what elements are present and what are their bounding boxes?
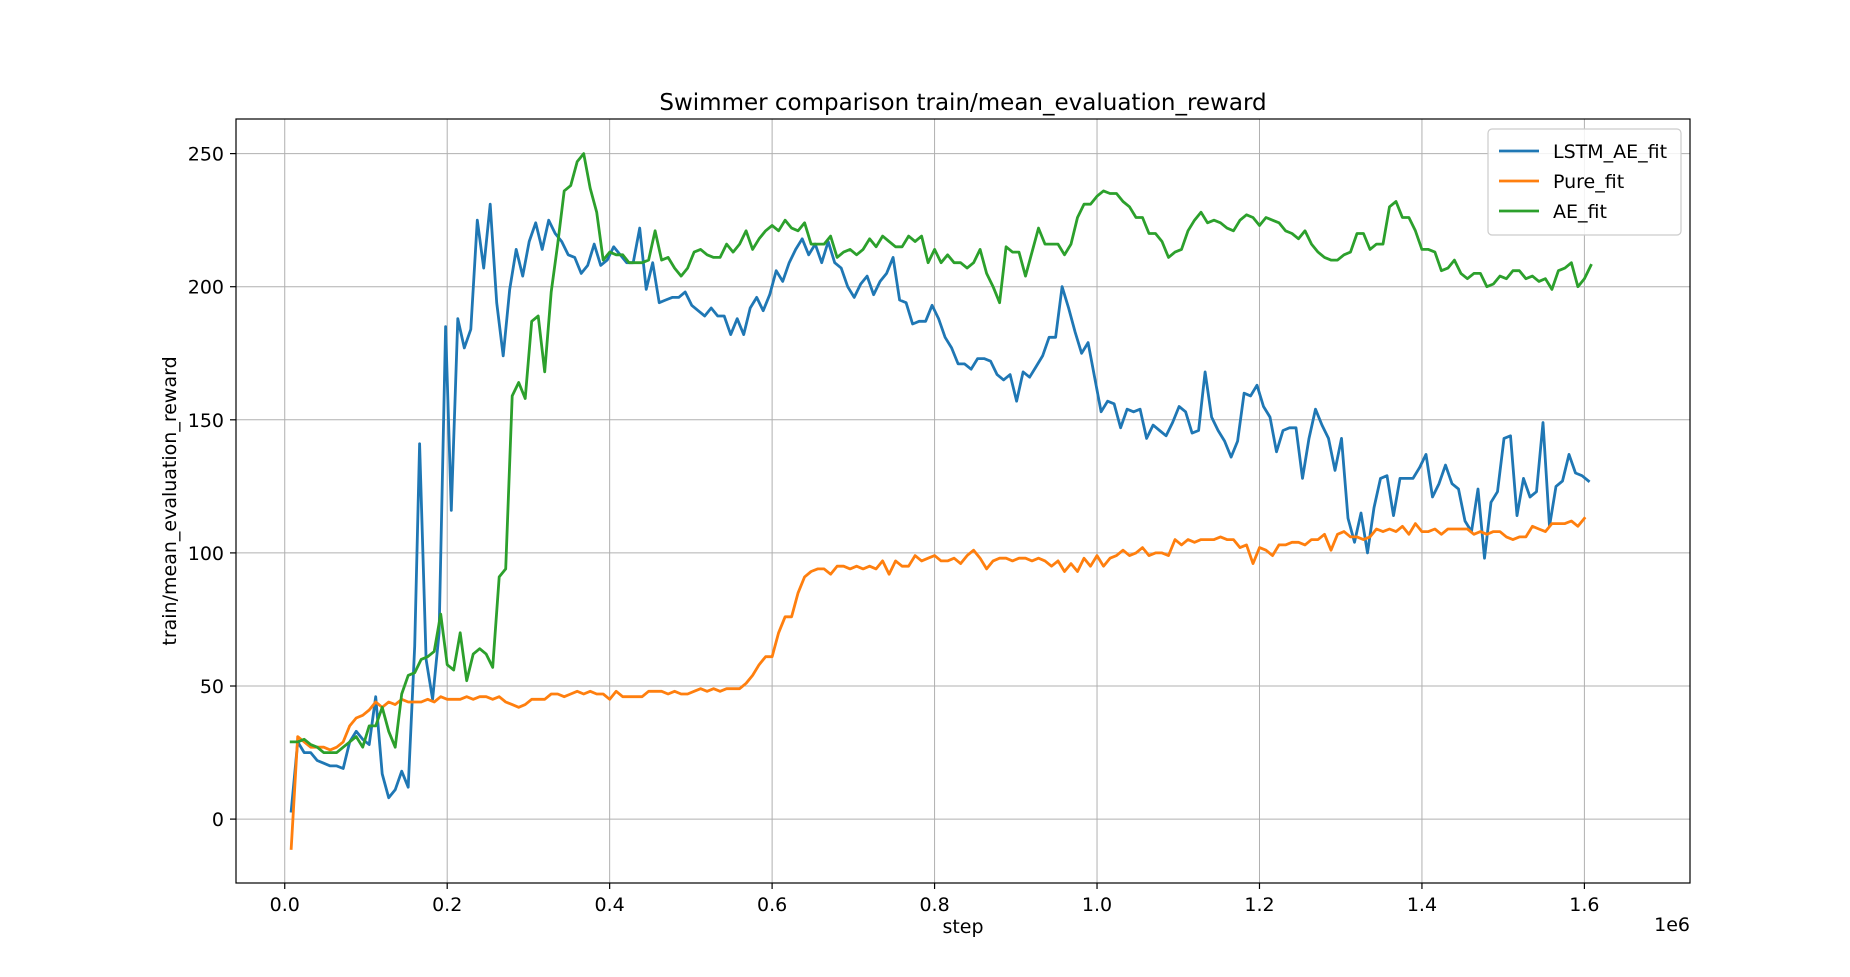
x-axis-offset-label: 1e6 (1654, 914, 1690, 936)
y-tick-label: 0 (212, 809, 224, 831)
x-tick-label: 0.6 (757, 894, 787, 916)
legend-label: LSTM_AE_fit (1553, 141, 1667, 163)
x-axis-label: step (942, 916, 983, 938)
axis-ticks: 0.0 0.2 0.4 0.6 0.8 1.0 1.2 1.4 1.6 0 50 100 150 200 2… (188, 144, 1600, 916)
plot-lines (289, 152, 1593, 850)
y-tick-label: 50 (200, 676, 224, 698)
chart-title: Swimmer comparison train/mean_evaluation… (659, 90, 1266, 116)
legend-box (1487, 128, 1682, 236)
x-tick-label: 1.2 (1244, 894, 1274, 916)
y-tick-label: 100 (188, 543, 224, 565)
x-tick-label: 0.8 (919, 894, 949, 916)
legend-label: Pure_fit (1553, 171, 1624, 193)
y-tick-label: 200 (188, 277, 224, 299)
y-tick-label: 150 (188, 410, 224, 432)
x-tick-label: 0.2 (432, 894, 462, 916)
plot-frame (235, 118, 1691, 884)
legend: LSTM_AE_fit Pure_fit AE_fit (1487, 128, 1682, 236)
x-tick-label: 1.6 (1569, 894, 1599, 916)
x-tick-label: 1.0 (1082, 894, 1112, 916)
y-axis-label: train/mean_evaluation_reward (159, 356, 181, 645)
x-tick-label: 0.4 (595, 894, 625, 916)
legend-label: AE_fit (1553, 201, 1607, 223)
x-tick-label: 1.4 (1407, 894, 1437, 916)
series-line-ae-fit (289, 152, 1593, 754)
x-tick-label: 0.0 (270, 894, 300, 916)
series-line-pure-fit (289, 516, 1587, 850)
series-line-lstm-ae-fit (289, 202, 1591, 813)
y-tick-label: 250 (188, 144, 224, 166)
